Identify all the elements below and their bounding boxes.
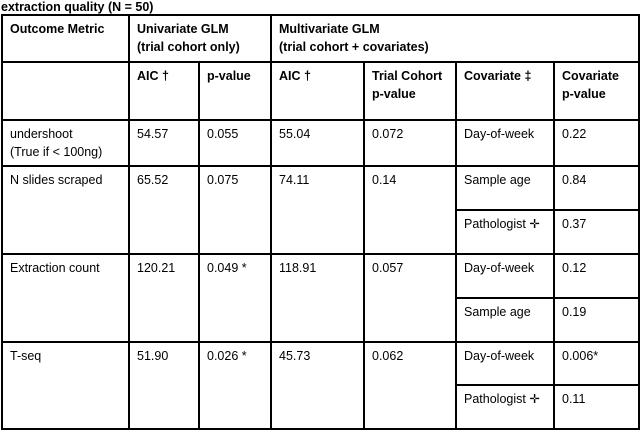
- header-row-columns: AIC † p-value AIC † Trial Cohort p-value…: [1, 61, 640, 121]
- header-covariate-pvalue: Covariate p-value: [552, 61, 640, 121]
- table-row: Extraction count 120.21 0.049 * 118.91 0…: [1, 252, 640, 343]
- cell-uni-aic: 65.52: [128, 164, 200, 255]
- table-subrow: Pathologist ✛ 0.37: [2, 208, 640, 255]
- header-row-groups: Outcome Metric Univariate GLM (trial coh…: [1, 14, 640, 63]
- header-multivariate-glm: Multivariate GLM (trial cohort + covaria…: [269, 14, 640, 63]
- table-row: N slides scraped 65.52 0.075 74.11 0.14 …: [1, 164, 640, 255]
- results-table: Outcome Metric Univariate GLM (trial coh…: [1, 14, 640, 430]
- header-trial-cohort-pvalue: Trial Cohort p-value: [363, 61, 457, 121]
- table-subrow: Pathologist ✛ 0.11: [2, 383, 640, 430]
- cell-covariate-pvalue: 0.12: [552, 252, 640, 299]
- header-covariate-pvalue-line2: p-value: [562, 86, 606, 101]
- header-multivariate-glm-line2: (trial cohort + covariates): [279, 39, 429, 54]
- table-subrow: Sample age 0.19: [2, 296, 640, 343]
- header-univariate-glm-line1: Univariate GLM: [137, 22, 229, 36]
- cell-multi-aic: 74.11: [270, 164, 365, 255]
- cell-covariate-pvalue: 0.22: [552, 119, 640, 167]
- header-aic-multivariate: AIC †: [270, 61, 365, 121]
- header-multivariate-glm-line1: Multivariate GLM: [279, 22, 380, 36]
- cell-multi-aic: 45.73: [270, 340, 365, 430]
- cell-covariate-pvalue: 0.11: [552, 383, 640, 430]
- cell-trial-pvalue: 0.062: [363, 340, 457, 430]
- cell-uni-aic: 120.21: [128, 252, 200, 343]
- cell-metric: Extraction count: [1, 252, 130, 343]
- cell-covariate-pvalue: 0.84: [552, 164, 640, 211]
- header-empty-cell: [1, 61, 130, 121]
- cell-uni-pvalue: 0.075: [198, 164, 272, 255]
- header-covariate-pvalue-line1: Covariate: [562, 69, 619, 83]
- cell-uni-pvalue: 0.026 *: [198, 340, 272, 430]
- cell-covariate-pvalue: 0.006*: [552, 340, 640, 386]
- cell-covariate-name: Sample age: [455, 164, 555, 211]
- cell-multi-aic: 55.04: [270, 119, 365, 167]
- cell-covariate-name: Day-of-week: [455, 252, 555, 299]
- cell-covariate-name: Sample age: [455, 296, 555, 343]
- cell-covariate-name: Day-of-week: [455, 119, 555, 167]
- header-outcome-metric: Outcome Metric: [1, 14, 130, 63]
- cell-multi-aic: 118.91: [270, 252, 365, 343]
- table-caption: extraction quality (N = 50): [1, 0, 154, 14]
- cell-covariate-name: Day-of-week: [455, 340, 555, 386]
- cell-uni-pvalue: 0.049 *: [198, 252, 272, 343]
- cell-uni-aic: 51.90: [128, 340, 200, 430]
- cell-uni-aic: 54.57: [128, 119, 200, 167]
- header-pvalue-univariate: p-value: [198, 61, 272, 121]
- cell-metric: undershoot (True if < 100ng): [1, 119, 130, 167]
- cell-trial-pvalue: 0.072: [363, 119, 457, 167]
- table-row: undershoot (True if < 100ng) 54.57 0.055…: [1, 119, 640, 167]
- cell-metric: N slides scraped: [1, 164, 130, 255]
- cell-trial-pvalue: 0.057: [363, 252, 457, 343]
- cell-trial-pvalue: 0.14: [363, 164, 457, 255]
- cell-metric-line1: undershoot: [10, 127, 73, 141]
- header-univariate-glm: Univariate GLM (trial cohort only): [128, 14, 272, 63]
- table-row: T-seq 51.90 0.026 * 45.73 0.062 Day-of-w…: [1, 340, 640, 430]
- cell-covariate-pvalue: 0.37: [552, 208, 640, 255]
- header-trial-cohort-pvalue-line2: p-value: [372, 86, 416, 101]
- header-trial-cohort-pvalue-line1: Trial Cohort: [372, 69, 443, 83]
- cell-metric-line2: (True if < 100ng): [10, 144, 103, 159]
- cell-metric: T-seq: [1, 340, 130, 430]
- cell-covariate-name: Pathologist ✛: [455, 383, 555, 430]
- header-univariate-glm-line2: (trial cohort only): [137, 39, 240, 54]
- cell-covariate-name: Pathologist ✛: [455, 208, 555, 255]
- header-covariate: Covariate ‡: [455, 61, 555, 121]
- header-aic-univariate: AIC †: [128, 61, 200, 121]
- cell-covariate-pvalue: 0.19: [552, 296, 640, 343]
- cell-uni-pvalue: 0.055: [198, 119, 272, 167]
